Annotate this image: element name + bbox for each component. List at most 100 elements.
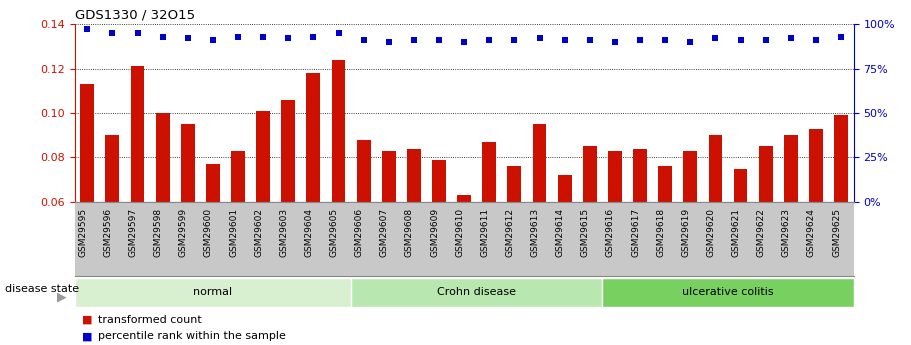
- Point: [382, 39, 396, 45]
- Text: GSM29600: GSM29600: [204, 208, 213, 257]
- Bar: [306, 73, 321, 202]
- Point: [658, 37, 672, 43]
- Bar: [382, 151, 395, 202]
- Bar: [332, 60, 345, 202]
- Bar: [181, 124, 195, 202]
- Text: GSM29597: GSM29597: [128, 208, 138, 257]
- Point: [482, 37, 496, 43]
- Point: [156, 34, 170, 39]
- Text: transformed count: transformed count: [98, 315, 202, 325]
- Text: GDS1330 / 32O15: GDS1330 / 32O15: [75, 9, 195, 22]
- Text: GSM29614: GSM29614: [556, 208, 565, 257]
- Text: GSM29601: GSM29601: [229, 208, 238, 257]
- Point: [256, 34, 271, 39]
- Text: GSM29604: GSM29604: [304, 208, 313, 257]
- Point: [809, 37, 824, 43]
- Text: GSM29608: GSM29608: [404, 208, 414, 257]
- Bar: [809, 129, 823, 202]
- Point: [332, 30, 346, 36]
- Text: GSM29620: GSM29620: [706, 208, 715, 257]
- Bar: [106, 135, 119, 202]
- Bar: [659, 166, 672, 202]
- Bar: [834, 115, 848, 202]
- Text: GSM29625: GSM29625: [832, 208, 841, 257]
- Text: GSM29609: GSM29609: [430, 208, 439, 257]
- Text: GSM29618: GSM29618: [656, 208, 665, 257]
- Point: [733, 37, 748, 43]
- Bar: [231, 151, 245, 202]
- Bar: [256, 111, 270, 202]
- Bar: [281, 100, 295, 202]
- Point: [532, 36, 547, 41]
- Point: [130, 30, 145, 36]
- Bar: [457, 195, 471, 202]
- Text: GSM29596: GSM29596: [103, 208, 112, 257]
- Text: GSM29602: GSM29602: [254, 208, 263, 257]
- Point: [582, 37, 597, 43]
- Bar: [633, 148, 647, 202]
- Text: GSM29612: GSM29612: [506, 208, 515, 257]
- Bar: [602, 278, 854, 307]
- Bar: [407, 148, 421, 202]
- Text: percentile rank within the sample: percentile rank within the sample: [98, 332, 286, 341]
- Point: [206, 37, 220, 43]
- Point: [558, 37, 572, 43]
- Text: ■: ■: [82, 332, 93, 341]
- Bar: [357, 140, 371, 202]
- Bar: [432, 160, 446, 202]
- Text: ■: ■: [82, 315, 93, 325]
- Point: [180, 36, 195, 41]
- Point: [708, 36, 722, 41]
- Bar: [206, 164, 220, 202]
- Text: GSM29613: GSM29613: [530, 208, 539, 257]
- Text: GSM29623: GSM29623: [782, 208, 791, 257]
- Bar: [130, 66, 145, 202]
- Text: GSM29598: GSM29598: [154, 208, 163, 257]
- Text: GSM29616: GSM29616: [606, 208, 615, 257]
- Text: ▶: ▶: [57, 290, 67, 303]
- Bar: [351, 278, 602, 307]
- Bar: [608, 151, 622, 202]
- Point: [507, 37, 522, 43]
- Text: GSM29615: GSM29615: [581, 208, 589, 257]
- Point: [432, 37, 446, 43]
- Point: [683, 39, 698, 45]
- Bar: [583, 146, 597, 202]
- Bar: [709, 135, 722, 202]
- Bar: [733, 168, 747, 202]
- Point: [306, 34, 321, 39]
- Bar: [783, 135, 798, 202]
- Bar: [683, 151, 697, 202]
- Text: GSM29621: GSM29621: [732, 208, 741, 257]
- Bar: [156, 113, 169, 202]
- Point: [783, 36, 798, 41]
- Point: [105, 30, 119, 36]
- Text: GSM29606: GSM29606: [354, 208, 363, 257]
- Point: [230, 34, 245, 39]
- Bar: [75, 278, 351, 307]
- Bar: [80, 84, 94, 202]
- Text: ulcerative colitis: ulcerative colitis: [682, 287, 773, 297]
- Point: [758, 37, 773, 43]
- Point: [834, 34, 848, 39]
- Point: [281, 36, 295, 41]
- Text: GSM29605: GSM29605: [330, 208, 339, 257]
- Text: GSM29617: GSM29617: [631, 208, 640, 257]
- Text: GSM29607: GSM29607: [380, 208, 389, 257]
- Text: disease state: disease state: [5, 285, 78, 294]
- Bar: [533, 124, 547, 202]
- Text: GSM29611: GSM29611: [480, 208, 489, 257]
- Text: GSM29599: GSM29599: [179, 208, 188, 257]
- Point: [608, 39, 622, 45]
- Text: GSM29624: GSM29624: [807, 208, 816, 257]
- Bar: [482, 142, 496, 202]
- Text: GSM29595: GSM29595: [78, 208, 87, 257]
- Bar: [759, 146, 773, 202]
- Point: [80, 27, 95, 32]
- Bar: [558, 175, 571, 202]
- Point: [356, 37, 371, 43]
- Point: [633, 37, 648, 43]
- Text: GSM29619: GSM29619: [681, 208, 691, 257]
- Text: GSM29610: GSM29610: [456, 208, 464, 257]
- Point: [456, 39, 472, 45]
